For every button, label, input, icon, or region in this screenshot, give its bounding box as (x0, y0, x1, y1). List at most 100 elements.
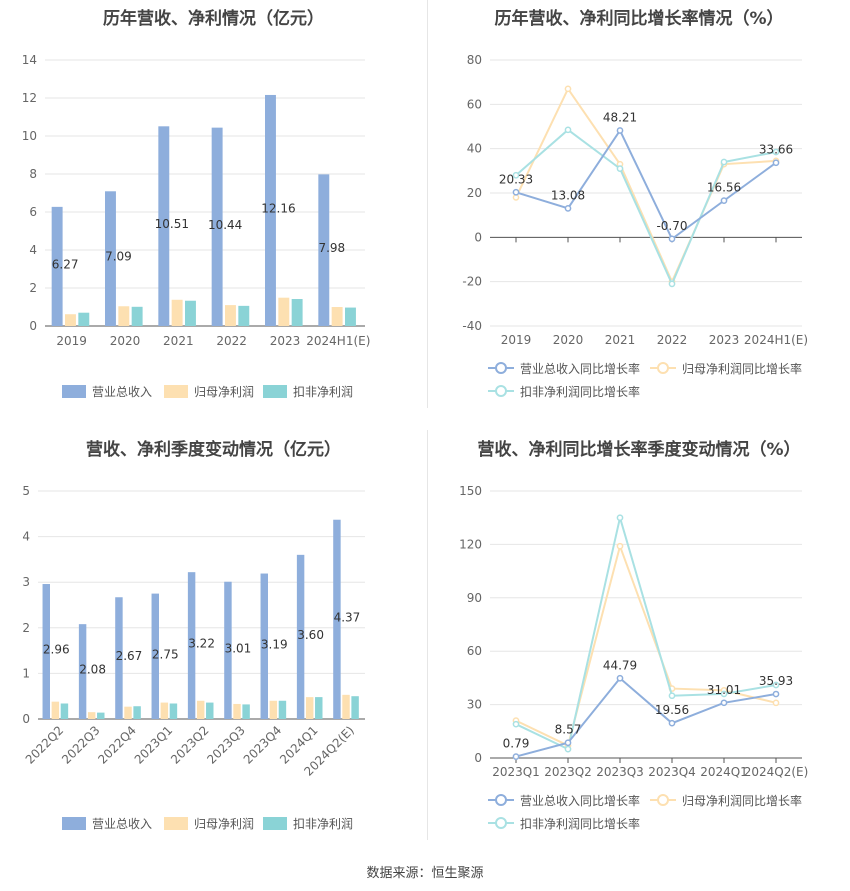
data-point (616, 542, 624, 550)
bar (315, 697, 323, 719)
data-point (512, 720, 520, 728)
legend-label: 扣非净利润 (293, 817, 353, 831)
bar (160, 702, 169, 719)
legend-swatch (62, 385, 86, 398)
y-tick-label: 0 (474, 230, 482, 244)
x-tick-label: 2023Q2 (544, 765, 592, 779)
series-line (515, 86, 777, 285)
bar (118, 306, 130, 326)
bar (78, 624, 87, 719)
bar (115, 597, 123, 719)
legend-swatch (263, 817, 287, 830)
legend-label: 扣非净利润同比增长率 (520, 816, 640, 831)
data-point (668, 235, 676, 243)
bar (318, 174, 330, 326)
data-label: 6.27 (52, 257, 79, 271)
bar (211, 127, 223, 326)
y-tick-label: 0 (474, 751, 482, 765)
chart-title-quarterly-bars: 营收、净利季度变动情况（亿元） (86, 440, 341, 460)
data-label: -0.70 (656, 219, 687, 233)
data-point (564, 745, 572, 753)
legend-marker (495, 385, 507, 397)
data-point (772, 681, 780, 689)
y-tick-label: 60 (467, 97, 482, 111)
legend-label: 营业总收入 (92, 385, 152, 399)
data-source: 数据来源：恒生聚源 (366, 866, 484, 881)
data-label: 2.75 (152, 647, 179, 661)
bar (151, 593, 159, 719)
legend-marker (495, 794, 507, 806)
data-label: 10.51 (155, 217, 189, 231)
bar (345, 307, 356, 326)
bar (269, 700, 278, 719)
data-label: 35.93 (759, 674, 793, 688)
bar (333, 519, 341, 719)
y-tick-label: 2 (22, 621, 30, 635)
bar (296, 554, 305, 719)
data-point (720, 699, 728, 707)
y-tick-label: 8 (29, 167, 37, 181)
x-tick-label: 2022Q2 (23, 723, 67, 767)
data-point (564, 204, 572, 212)
chart-title-annual-bars: 历年营收、净利情况（亿元） (103, 9, 324, 29)
x-tick-label: 2019 (56, 334, 87, 348)
bar (187, 572, 196, 719)
legend-swatch (164, 385, 188, 398)
data-point (668, 280, 676, 288)
bar (278, 297, 290, 326)
series-line (515, 542, 777, 747)
data-label: 12.16 (261, 201, 295, 215)
data-point (720, 158, 728, 166)
y-tick-label: 30 (467, 698, 482, 712)
bar (158, 126, 170, 326)
bar (169, 703, 178, 719)
y-tick-label: 90 (467, 591, 482, 605)
bar (342, 694, 350, 719)
bar (124, 706, 132, 719)
data-label: 2.08 (79, 663, 106, 677)
data-label: 8.57 (555, 723, 582, 737)
legend-label: 扣非净利润同比增长率 (520, 384, 640, 399)
bar (305, 697, 314, 719)
data-label: 0.79 (503, 737, 530, 751)
bar (351, 696, 359, 719)
y-tick-label: 10 (22, 129, 37, 143)
data-label: 4.37 (334, 610, 361, 624)
bar (233, 703, 241, 719)
data-point (564, 739, 572, 747)
x-tick-label: 2024H1(E) (306, 334, 370, 348)
data-label: 3.60 (297, 628, 324, 642)
x-tick-label: 2024Q2(E) (744, 765, 809, 779)
data-label: 7.98 (318, 241, 345, 255)
y-tick-label: 0 (29, 319, 37, 333)
data-point (772, 690, 780, 698)
bar (224, 581, 232, 719)
data-label: 13.08 (551, 188, 585, 202)
x-tick-label: 2022 (216, 334, 247, 348)
x-tick-label: 2023Q4 (648, 765, 696, 779)
data-point (512, 753, 520, 760)
legend-marker (657, 794, 669, 806)
x-tick-label: 2023Q3 (596, 765, 644, 779)
y-tick-label: 150 (459, 484, 482, 498)
data-point (616, 674, 624, 682)
data-point (616, 514, 624, 522)
x-tick-label: 2022Q3 (59, 723, 103, 767)
y-tick-label: 14 (22, 53, 37, 67)
bottom-divider (427, 430, 428, 840)
y-tick-label: 4 (29, 243, 37, 257)
x-tick-label: 2022 (657, 333, 688, 347)
legend-label: 归母净利润同比增长率 (682, 793, 802, 808)
bar (238, 305, 250, 326)
series-line (515, 128, 777, 241)
data-point (668, 692, 676, 700)
legend-swatch (62, 817, 86, 830)
data-label: 3.22 (188, 637, 215, 651)
y-tick-label: 5 (22, 484, 30, 498)
y-tick-label: -20 (462, 275, 482, 289)
top-divider (427, 0, 428, 408)
data-label: 44.79 (603, 658, 637, 672)
x-tick-label: 2023Q2 (168, 723, 212, 767)
x-tick-label: 2023Q3 (204, 723, 248, 767)
